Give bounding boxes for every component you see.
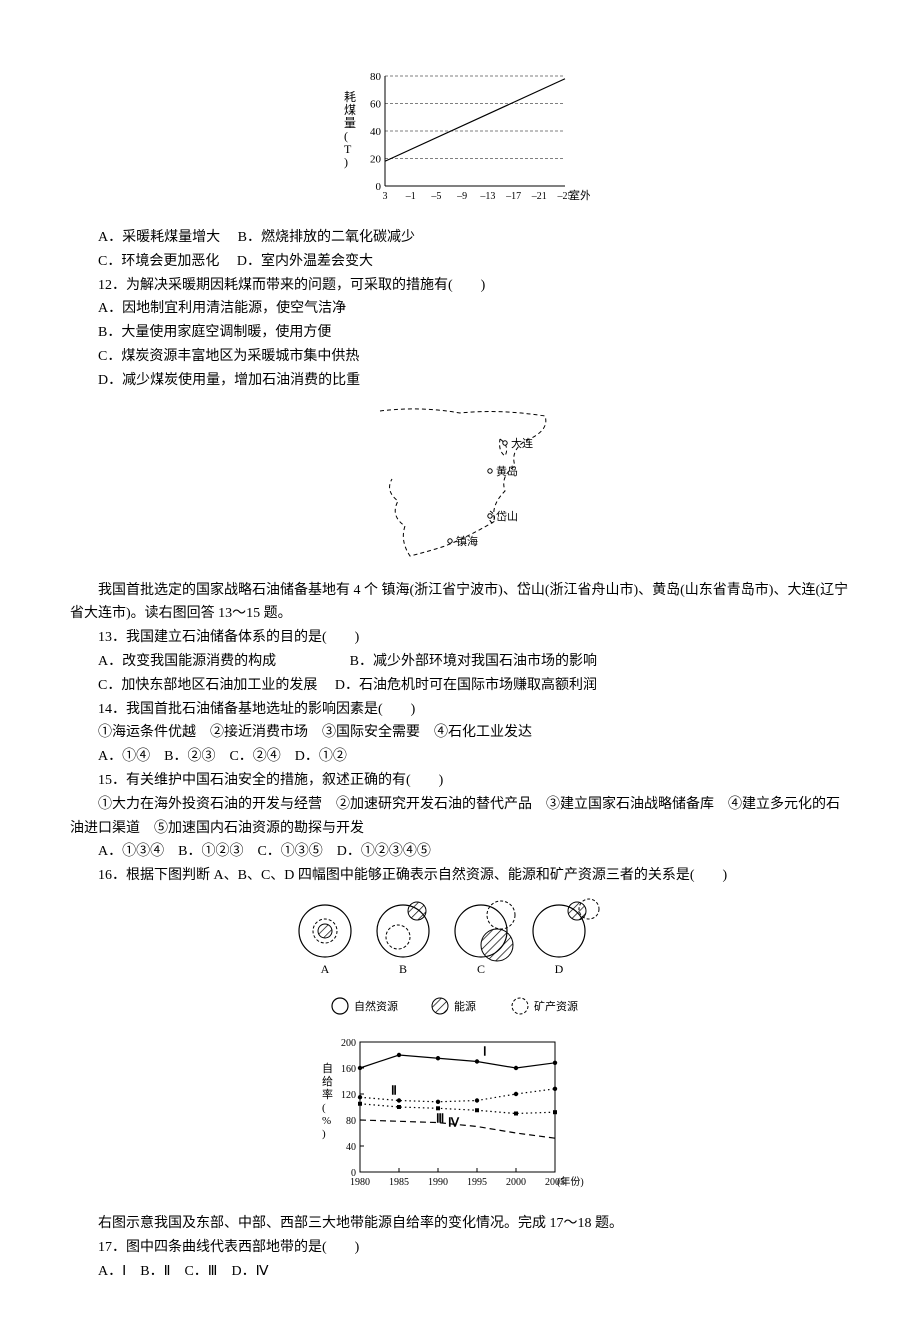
svg-text:1980: 1980 bbox=[350, 1177, 370, 1188]
svg-text:1995: 1995 bbox=[467, 1177, 487, 1188]
svg-text:200: 200 bbox=[341, 1038, 356, 1049]
q11-line2: C．环境会更加恶化 D．室内外温差会变大 bbox=[70, 250, 850, 274]
q17-stem: 17．图中四条曲线代表西部地带的是( ) bbox=[70, 1236, 850, 1260]
svg-text:–9: –9 bbox=[456, 191, 467, 202]
q14-stem: 14．我国首批石油储备基地选址的影响因素是( ) bbox=[70, 698, 850, 722]
svg-text:40: 40 bbox=[346, 1142, 356, 1153]
svg-text:(: ( bbox=[322, 1102, 326, 1114]
self-sufficiency-chart: 自给率(%)0408012016020019801985199019952000… bbox=[310, 1034, 610, 1204]
svg-text:80: 80 bbox=[346, 1116, 356, 1127]
svg-text:60: 60 bbox=[370, 99, 382, 111]
q13-A: A．改变我国能源消费的构成 bbox=[98, 654, 276, 669]
svg-text:B: B bbox=[399, 962, 407, 976]
q11-D: D．室内外温差会变大 bbox=[237, 254, 373, 269]
svg-text:黄岛: 黄岛 bbox=[496, 464, 518, 478]
svg-text:–13: –13 bbox=[479, 191, 495, 202]
svg-text:1985: 1985 bbox=[389, 1177, 409, 1188]
svg-text:量: 量 bbox=[344, 116, 356, 130]
venn-diagram: A B C D 自然资源 能源 矿产资源 bbox=[280, 896, 640, 1026]
q13-line2: C．加快东部地区石油加工业的发展 D．石油危机时可在国际市场赚取高额利润 bbox=[70, 674, 850, 698]
svg-text:耗: 耗 bbox=[344, 90, 356, 104]
svg-text:0: 0 bbox=[376, 181, 382, 193]
svg-text:镇海: 镇海 bbox=[456, 534, 478, 548]
svg-text:Ⅱ: Ⅱ bbox=[391, 1083, 397, 1097]
svg-text:D: D bbox=[555, 962, 564, 976]
svg-text:80: 80 bbox=[370, 71, 382, 83]
q11-line1: A．采暖耗煤量增大 B．燃烧排放的二氧化碳减少 bbox=[70, 226, 850, 250]
intro2: 右图示意我国及东部、中部、西部三大地带能源自给率的变化情况。完成 17～18 题… bbox=[70, 1212, 850, 1236]
svg-text:岱山: 岱山 bbox=[496, 509, 518, 523]
q15-items: ①大力在海外投资石油的开发与经营 ②加速研究开发石油的替代产品 ③建立国家石油战… bbox=[70, 793, 850, 841]
q13-B: B．减少外部环境对我国石油市场的影响 bbox=[350, 654, 597, 669]
q13-D: D．石油危机时可在国际市场赚取高额利润 bbox=[335, 678, 597, 693]
svg-text:1990: 1990 bbox=[428, 1177, 448, 1188]
q13-stem: 13．我国建立石油储备体系的目的是( ) bbox=[70, 626, 850, 650]
q16-stem: 16．根据下图判断 A、B、C、D 四幅图中能够正确表示自然资源、能源和矿产资源… bbox=[70, 864, 850, 888]
svg-text:2000: 2000 bbox=[506, 1177, 526, 1188]
svg-text:给: 给 bbox=[322, 1075, 333, 1088]
svg-text:40: 40 bbox=[370, 126, 382, 138]
coal-chart: 耗煤量(T)0204060803–1–5–9–13–17–21–25室外温度 bbox=[330, 68, 590, 218]
q11-B: B．燃烧排放的二氧化碳减少 bbox=[238, 230, 415, 245]
q11-C: C．环境会更加恶化 bbox=[98, 254, 219, 269]
q11-A: A．采暖耗煤量增大 bbox=[98, 230, 220, 245]
svg-text:矿产资源: 矿产资源 bbox=[534, 999, 578, 1013]
svg-text:120: 120 bbox=[341, 1090, 356, 1101]
q15-stem: 15．有关维护中国石油安全的措施，叙述正确的有( ) bbox=[70, 769, 850, 793]
q12-C: C．煤炭资源丰富地区为采暖城市集中供热 bbox=[70, 345, 850, 369]
svg-text:): ) bbox=[344, 155, 348, 169]
venn-container: A B C D 自然资源 能源 矿产资源 bbox=[70, 896, 850, 1026]
q14-items: ①海运条件优越 ②接近消费市场 ③国际安全需要 ④石化工业发达 bbox=[70, 721, 850, 745]
svg-text:160: 160 bbox=[341, 1064, 356, 1075]
svg-text:能源: 能源 bbox=[454, 999, 476, 1013]
svg-text:–21: –21 bbox=[531, 191, 547, 202]
china-coast-map: 大连黄岛岱山镇海 bbox=[350, 401, 570, 571]
svg-text:室外温度: 室外温度 bbox=[569, 188, 590, 202]
svg-text:大连: 大连 bbox=[511, 436, 533, 450]
svg-text:Ⅰ: Ⅰ bbox=[483, 1044, 487, 1058]
svg-text:Ⅲ: Ⅲ bbox=[436, 1111, 444, 1125]
svg-text:自: 自 bbox=[322, 1062, 333, 1075]
svg-text:): ) bbox=[322, 1128, 326, 1140]
q12-B: B．大量使用家庭空调制暖，使用方便 bbox=[70, 321, 850, 345]
q12-stem: 12．为解决采暖期因耗煤而带来的问题，可采取的措施有( ) bbox=[70, 274, 850, 298]
q12-A: A．因地制宜利用清洁能源，使空气洁净 bbox=[70, 297, 850, 321]
q14-opts: A．①④ B．②③ C．②④ D．①② bbox=[70, 745, 850, 769]
chart1-container: 耗煤量(T)0204060803–1–5–9–13–17–21–25室外温度 bbox=[70, 68, 850, 218]
q15-opts: A．①③④ B．①②③ C．①③⑤ D．①②③④⑤ bbox=[70, 840, 850, 864]
svg-text:20: 20 bbox=[370, 154, 382, 166]
svg-text:T: T bbox=[344, 142, 352, 156]
svg-text:自然资源: 自然资源 bbox=[354, 999, 398, 1013]
q17-opts: A．Ⅰ B．Ⅱ C．Ⅲ D．Ⅳ bbox=[70, 1260, 850, 1284]
svg-text:3: 3 bbox=[383, 191, 388, 202]
svg-text:%: % bbox=[322, 1115, 331, 1127]
chart2-container: 自给率(%)0408012016020019801985199019952000… bbox=[70, 1034, 850, 1204]
svg-text:C: C bbox=[477, 962, 485, 976]
intro1: 我国首批选定的国家战略石油储备基地有 4 个 镇海(浙江省宁波市)、岱山(浙江省… bbox=[70, 579, 850, 627]
q13-line1: A．改变我国能源消费的构成 B．减少外部环境对我国石油市场的影响 bbox=[70, 650, 850, 674]
svg-text:–5: –5 bbox=[430, 191, 441, 202]
svg-text:(: ( bbox=[344, 129, 348, 143]
svg-text:–1: –1 bbox=[405, 191, 416, 202]
svg-text:–17: –17 bbox=[505, 191, 521, 202]
svg-text:Ⅳ: Ⅳ bbox=[448, 1116, 460, 1130]
q12-D: D．减少煤炭使用量，增加石油消费的比重 bbox=[70, 369, 850, 393]
svg-text:煤: 煤 bbox=[344, 103, 356, 117]
svg-text:A: A bbox=[321, 962, 330, 976]
svg-text:率: 率 bbox=[322, 1087, 333, 1101]
map-container: 大连黄岛岱山镇海 bbox=[70, 401, 850, 571]
svg-text:(年份): (年份) bbox=[557, 1175, 584, 1188]
q13-C: C．加快东部地区石油加工业的发展 bbox=[98, 678, 317, 693]
